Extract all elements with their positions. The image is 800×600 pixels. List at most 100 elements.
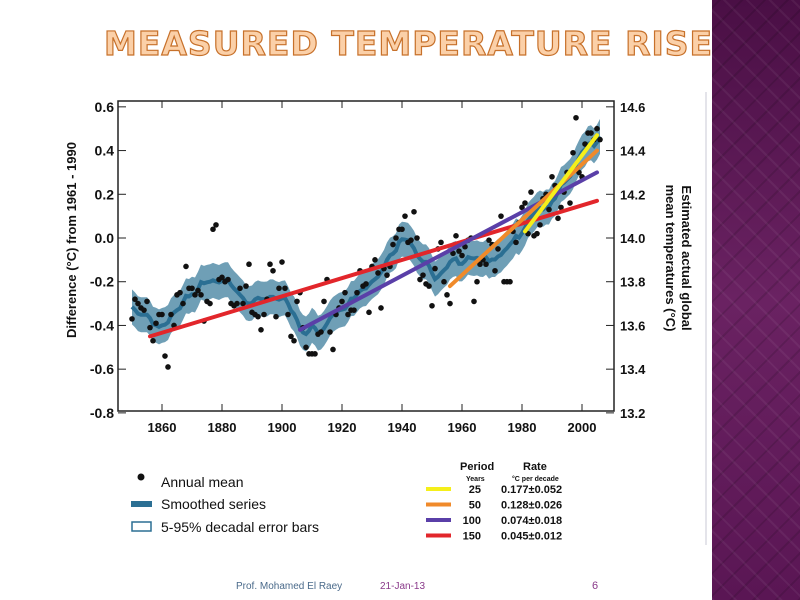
annual-point — [345, 311, 351, 318]
page-number: 6 — [592, 580, 599, 592]
annual-point — [507, 278, 513, 285]
annual-point — [153, 320, 159, 327]
y-right-tick-label: 14.4 — [620, 144, 646, 159]
annual-point — [459, 252, 465, 259]
annual-point — [291, 337, 297, 344]
y-tick-label: 0.4 — [95, 143, 115, 159]
annual-point — [384, 272, 390, 278]
footer-date: 21-Jan-13 — [380, 581, 426, 592]
x-tick-label: 1900 — [268, 420, 297, 435]
annual-point — [582, 141, 588, 147]
trend-legend-rate: 0.045±0.012 — [501, 531, 562, 543]
annual-point — [213, 222, 219, 228]
trend-legend-period: 25 — [469, 484, 481, 496]
plot-frame — [117, 100, 615, 412]
annual-point — [393, 235, 399, 241]
annual-point — [303, 344, 309, 351]
trend-lines — [148, 133, 599, 339]
y-right-tick-label: 13.6 — [620, 318, 645, 333]
annual-point — [210, 226, 216, 233]
annual-point — [192, 292, 198, 298]
axis-ticks: 1860 1880 1900 1920 1940 1960 1980 2000 0.6 14.6 0… — [90, 99, 646, 435]
x-tick-label: 1980 — [508, 420, 537, 435]
annual-point — [537, 222, 543, 228]
annual-point — [267, 261, 273, 268]
annual-point — [432, 265, 438, 272]
annual-point — [177, 289, 183, 296]
trend-legend-period: 100 — [463, 515, 481, 527]
annual-point — [234, 300, 240, 307]
annual-point — [168, 311, 174, 318]
annual-point — [237, 285, 243, 292]
error-band — [132, 118, 600, 352]
annual-point — [438, 239, 444, 246]
footer-author: Prof. Mohamed El Raey — [236, 581, 343, 592]
annual-point — [456, 248, 462, 254]
annual-point — [555, 215, 561, 222]
annual-point — [363, 281, 369, 287]
annual-point — [441, 278, 447, 285]
y-right-tick-label: 13.4 — [620, 362, 646, 377]
smoothed-series-layer — [130, 135, 602, 337]
trend-legend-rate: 0.177±0.052 — [501, 484, 562, 496]
x-tick-label: 1860 — [148, 420, 177, 435]
trend-line-50 — [448, 148, 599, 289]
annual-point — [285, 311, 291, 318]
annual-point — [483, 261, 489, 268]
annual-point — [588, 130, 594, 136]
annual-point — [342, 289, 348, 296]
annual-point — [240, 300, 246, 307]
annual-point — [486, 237, 492, 243]
x-tick-label: 1940 — [388, 420, 417, 435]
annual-point — [321, 298, 327, 305]
legend-error-swatch — [131, 521, 152, 532]
annual-point — [450, 250, 456, 257]
annual-point — [429, 302, 435, 309]
decorative-purple-panel — [712, 0, 800, 600]
annual-point — [354, 289, 360, 296]
annual-point — [282, 285, 288, 292]
annual-point — [447, 300, 453, 307]
annual-point — [279, 259, 285, 265]
x-tick-label: 1960 — [448, 420, 477, 435]
annual-point — [261, 311, 267, 318]
annual-point — [492, 267, 498, 274]
slide-title: MEASURED TEMPERATURE RISE — [103, 23, 714, 63]
y-right-tick-label: 14.0 — [620, 231, 645, 246]
y-right-tick-label: 13.2 — [620, 406, 645, 421]
trend-line-150 — [148, 198, 599, 339]
annual-point — [534, 230, 540, 237]
annual-point — [180, 300, 186, 307]
y-tick-label: -0.4 — [90, 317, 114, 333]
annual-point — [312, 351, 318, 357]
annual-mean-points — [129, 114, 603, 370]
annual-point — [549, 173, 555, 180]
smoothed-line — [130, 135, 602, 337]
annual-point — [159, 311, 165, 318]
annual-point — [207, 300, 213, 307]
y-tick-label: -0.6 — [90, 361, 114, 377]
annual-point — [519, 204, 525, 211]
annual-point — [147, 324, 153, 331]
legend-rate-header: Rate — [523, 461, 547, 473]
trend-legend-period: 150 — [463, 531, 481, 543]
annual-point — [567, 200, 573, 206]
legend-period-sub: Years — [466, 476, 485, 483]
annual-point — [366, 309, 372, 316]
annual-point — [402, 213, 408, 219]
annual-point — [294, 298, 300, 305]
annual-point — [165, 364, 171, 370]
annual-point — [546, 206, 552, 213]
annual-point — [594, 125, 600, 132]
y-right-label-1: Estimated actual global — [679, 185, 694, 330]
annual-point — [132, 296, 138, 303]
annual-point — [339, 298, 345, 305]
x-tick-label: 1880 — [208, 420, 237, 435]
annual-point — [513, 239, 519, 246]
annual-point — [183, 263, 189, 270]
annual-point — [474, 278, 480, 285]
annual-point — [351, 307, 357, 313]
annual-point — [411, 208, 417, 215]
annual-point — [528, 189, 534, 195]
y-right-label-2: mean temperatures (°C) — [663, 185, 678, 332]
